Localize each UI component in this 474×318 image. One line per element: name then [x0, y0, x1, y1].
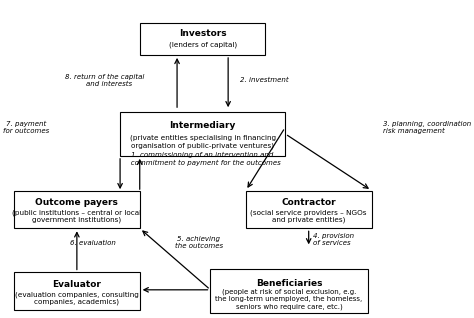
Text: Evaluator: Evaluator [53, 280, 101, 289]
Text: 4. provision
of services: 4. provision of services [313, 233, 354, 246]
Text: (public institutions – central or local
government institutions): (public institutions – central or local … [12, 209, 141, 223]
Text: 5. achieving
the outcomes: 5. achieving the outcomes [174, 236, 223, 249]
Text: (private entities specialising in financing
organisation of public-private ventu: (private entities specialising in financ… [129, 135, 276, 149]
Text: (lenders of capital): (lenders of capital) [169, 42, 237, 48]
FancyBboxPatch shape [14, 273, 140, 310]
Text: 1. commissioning of an intervention and
   commitment to payment for the outcome: 1. commissioning of an intervention and … [124, 152, 281, 166]
Text: 8. return of the capital
    and interests: 8. return of the capital and interests [64, 74, 144, 87]
Text: Intermediary: Intermediary [169, 121, 236, 130]
Text: (people at risk of social exclusion, e.g.
the long-term unemployed, the homeless: (people at risk of social exclusion, e.g… [215, 289, 363, 310]
Text: (social service providers – NGOs
and private entities): (social service providers – NGOs and pri… [250, 209, 367, 223]
Text: 6. evaluation: 6. evaluation [70, 239, 116, 245]
Text: Contractor: Contractor [282, 198, 336, 207]
Text: Beneficiaries: Beneficiaries [256, 279, 322, 288]
Text: 2. investment: 2. investment [240, 77, 289, 83]
Text: Investors: Investors [179, 29, 227, 38]
Text: 3. planning, coordination
risk management: 3. planning, coordination risk managemen… [383, 121, 472, 134]
FancyBboxPatch shape [14, 190, 140, 228]
Text: 7. payment
for outcomes: 7. payment for outcomes [3, 121, 49, 134]
FancyBboxPatch shape [210, 269, 368, 314]
FancyBboxPatch shape [140, 24, 265, 55]
Text: (evaluation companies, consulting
companies, academics): (evaluation companies, consulting compan… [15, 291, 139, 305]
FancyBboxPatch shape [246, 190, 372, 228]
FancyBboxPatch shape [120, 112, 285, 156]
Text: Outcome payers: Outcome payers [36, 198, 118, 207]
